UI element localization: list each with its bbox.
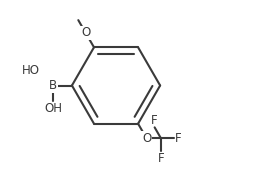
Text: B: B [49, 79, 57, 92]
Text: F: F [158, 152, 164, 165]
Text: OH: OH [44, 102, 62, 115]
Text: O: O [81, 26, 90, 39]
Text: O: O [142, 132, 151, 145]
Text: F: F [174, 132, 181, 145]
Text: HO: HO [22, 64, 40, 77]
Text: F: F [151, 114, 158, 127]
